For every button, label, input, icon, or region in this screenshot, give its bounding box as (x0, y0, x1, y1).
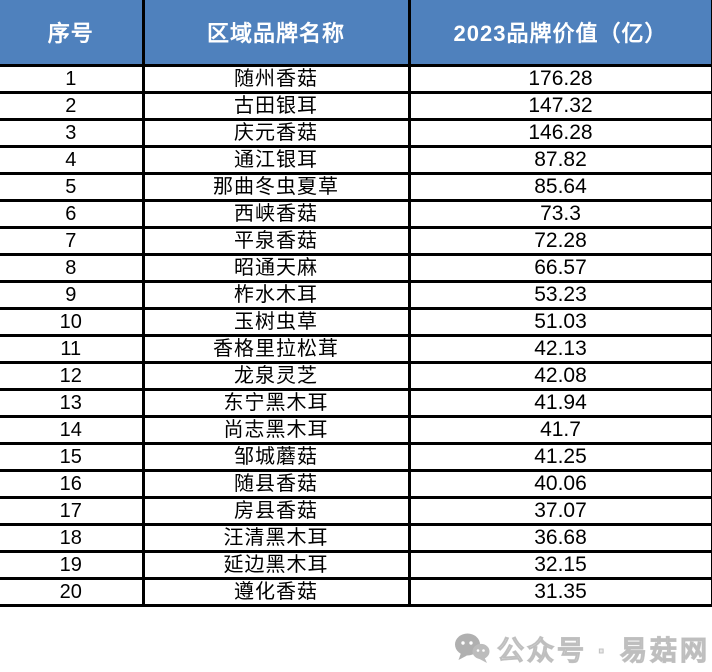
table-row: 1 随州香菇 176.28 (0, 63, 712, 94)
wechat-bubbles-icon (454, 632, 490, 664)
value-cell: 85.64 (407, 171, 712, 202)
value-cell: 41.7 (407, 414, 712, 445)
table-row: 13 东宁黑木耳 41.94 (0, 387, 712, 418)
value-cell: 147.32 (407, 90, 712, 121)
rank-cell: 20 (0, 576, 145, 607)
value-cell: 36.68 (407, 522, 712, 553)
rank-cell: 19 (0, 549, 145, 580)
brand-cell: 遵化香菇 (141, 576, 411, 607)
table-row: 3 庆元香菇 146.28 (0, 117, 712, 148)
rank-cell: 14 (0, 414, 145, 445)
value-cell: 66.57 (407, 252, 712, 283)
value-cell: 146.28 (407, 117, 712, 148)
brand-cell: 东宁黑木耳 (141, 387, 411, 418)
rank-cell: 4 (0, 144, 145, 175)
table-row: 10 玉树虫草 51.03 (0, 306, 712, 337)
col-header-rank: 序号 (0, 0, 145, 67)
table-row: 17 房县香菇 37.07 (0, 495, 712, 526)
rank-cell: 15 (0, 441, 145, 472)
rank-cell: 11 (0, 333, 145, 364)
rank-cell: 18 (0, 522, 145, 553)
value-cell: 42.08 (407, 360, 712, 391)
brand-cell: 香格里拉松茸 (141, 333, 411, 364)
brand-value-table: 序号 区域品牌名称 2023品牌价值（亿） 1 随州香菇 176.28 2 古田… (0, 0, 712, 607)
table-row: 16 随县香菇 40.06 (0, 468, 712, 499)
table-row: 5 那曲冬虫夏草 85.64 (0, 171, 712, 202)
rank-cell: 2 (0, 90, 145, 121)
table-row: 18 汪清黑木耳 36.68 (0, 522, 712, 553)
value-cell: 42.13 (407, 333, 712, 364)
brand-cell: 随县香菇 (141, 468, 411, 499)
brand-cell: 尚志黑木耳 (141, 414, 411, 445)
table-row: 6 西峡香菇 73.3 (0, 198, 712, 229)
table-row: 20 遵化香菇 31.35 (0, 576, 712, 607)
rank-cell: 16 (0, 468, 145, 499)
table-body: 1 随州香菇 176.28 2 古田银耳 147.32 3 庆元香菇 146.2… (0, 63, 712, 607)
value-cell: 41.94 (407, 387, 712, 418)
rank-cell: 6 (0, 198, 145, 229)
rank-cell: 5 (0, 171, 145, 202)
brand-cell: 随州香菇 (141, 63, 411, 94)
table-row: 4 通江银耳 87.82 (0, 144, 712, 175)
rank-cell: 9 (0, 279, 145, 310)
brand-cell: 柞水木耳 (141, 279, 411, 310)
table-row: 2 古田银耳 147.32 (0, 90, 712, 121)
table-row: 14 尚志黑木耳 41.7 (0, 414, 712, 445)
brand-cell: 玉树虫草 (141, 306, 411, 337)
brand-cell: 延边黑木耳 (141, 549, 411, 580)
value-cell: 31.35 (407, 576, 712, 607)
value-cell: 37.07 (407, 495, 712, 526)
header-row: 序号 区域品牌名称 2023品牌价值（亿） (0, 0, 712, 67)
value-cell: 176.28 (407, 63, 712, 94)
brand-cell: 汪清黑木耳 (141, 522, 411, 553)
table-row: 8 昭通天麻 66.57 (0, 252, 712, 283)
rank-cell: 17 (0, 495, 145, 526)
rank-cell: 1 (0, 63, 145, 94)
watermark: 公众号 · 易菇网 (454, 629, 710, 667)
value-cell: 40.06 (407, 468, 712, 499)
brand-cell: 平泉香菇 (141, 225, 411, 256)
rank-cell: 13 (0, 387, 145, 418)
col-header-brand: 区域品牌名称 (141, 0, 411, 67)
value-cell: 32.15 (407, 549, 712, 580)
table-row: 15 邹城蘑菇 41.25 (0, 441, 712, 472)
col-header-value: 2023品牌价值（亿） (407, 0, 712, 67)
rank-cell: 10 (0, 306, 145, 337)
value-cell: 73.3 (407, 198, 712, 229)
table-row: 12 龙泉灵芝 42.08 (0, 360, 712, 391)
table-row: 7 平泉香菇 72.28 (0, 225, 712, 256)
brand-cell: 西峡香菇 (141, 198, 411, 229)
value-cell: 72.28 (407, 225, 712, 256)
value-cell: 51.03 (407, 306, 712, 337)
value-cell: 53.23 (407, 279, 712, 310)
value-cell: 41.25 (407, 441, 712, 472)
brand-cell: 房县香菇 (141, 495, 411, 526)
table-row: 9 柞水木耳 53.23 (0, 279, 712, 310)
brand-cell: 通江银耳 (141, 144, 411, 175)
value-cell: 87.82 (407, 144, 712, 175)
table-row: 11 香格里拉松茸 42.13 (0, 333, 712, 364)
rank-cell: 12 (0, 360, 145, 391)
watermark-text: 公众号 · 易菇网 (497, 635, 710, 666)
rank-cell: 7 (0, 225, 145, 256)
brand-cell: 邹城蘑菇 (141, 441, 411, 472)
brand-cell: 庆元香菇 (141, 117, 411, 148)
table-row: 19 延边黑木耳 32.15 (0, 549, 712, 580)
brand-cell: 古田银耳 (141, 90, 411, 121)
brand-cell: 那曲冬虫夏草 (141, 171, 411, 202)
rank-cell: 8 (0, 252, 145, 283)
rank-cell: 3 (0, 117, 145, 148)
brand-cell: 龙泉灵芝 (141, 360, 411, 391)
brand-cell: 昭通天麻 (141, 252, 411, 283)
